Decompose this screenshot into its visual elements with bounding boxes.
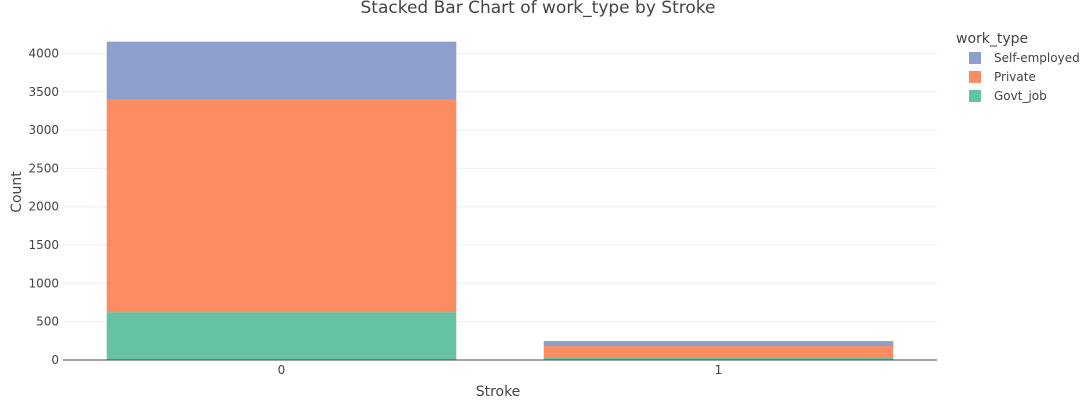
legend-label-govt-job: Govt_job <box>994 89 1047 103</box>
x-tick-label: 0 <box>278 363 286 377</box>
y-tick-label: 0 <box>51 353 59 367</box>
bar-self-employed-stroke-0 <box>106 41 457 100</box>
bar-govt-job-stroke-0 <box>106 312 457 360</box>
y-tick-label: 3000 <box>28 123 59 137</box>
legend-swatch-private <box>969 71 981 83</box>
legend-label-private: Private <box>994 70 1036 84</box>
legend-title: work_type <box>956 31 1028 47</box>
x-axis-title: Stroke <box>476 384 521 400</box>
legend-swatch-self-employed <box>969 52 981 64</box>
y-tick-labels: 0 500 1000 1500 2000 2500 3000 3500 4000 <box>28 46 59 367</box>
bar-private-stroke-0 <box>106 99 457 313</box>
y-tick-label: 3500 <box>28 85 59 99</box>
bars <box>106 41 894 360</box>
legend-swatch-govt-job <box>969 90 981 102</box>
chart-title: Stacked Bar Chart of work_type by Stroke <box>361 0 716 18</box>
y-tick-label: 1500 <box>28 238 59 252</box>
legend-label-self-employed: Self-employed <box>994 51 1080 65</box>
y-tick-label: 2500 <box>28 161 59 175</box>
y-tick-label: 4000 <box>28 46 59 60</box>
y-tick-label: 500 <box>36 315 59 329</box>
bar-govt-job-stroke-1 <box>543 357 894 360</box>
legend: work_type Self-employed Private Govt_job <box>956 31 1080 103</box>
x-tick-label: 1 <box>715 363 723 377</box>
y-axis-title: Count <box>9 171 25 213</box>
y-tick-label: 2000 <box>28 200 59 214</box>
y-tick-label: 1000 <box>28 276 59 290</box>
bar-self-employed-stroke-1 <box>543 341 894 347</box>
bar-private-stroke-1 <box>543 346 894 358</box>
